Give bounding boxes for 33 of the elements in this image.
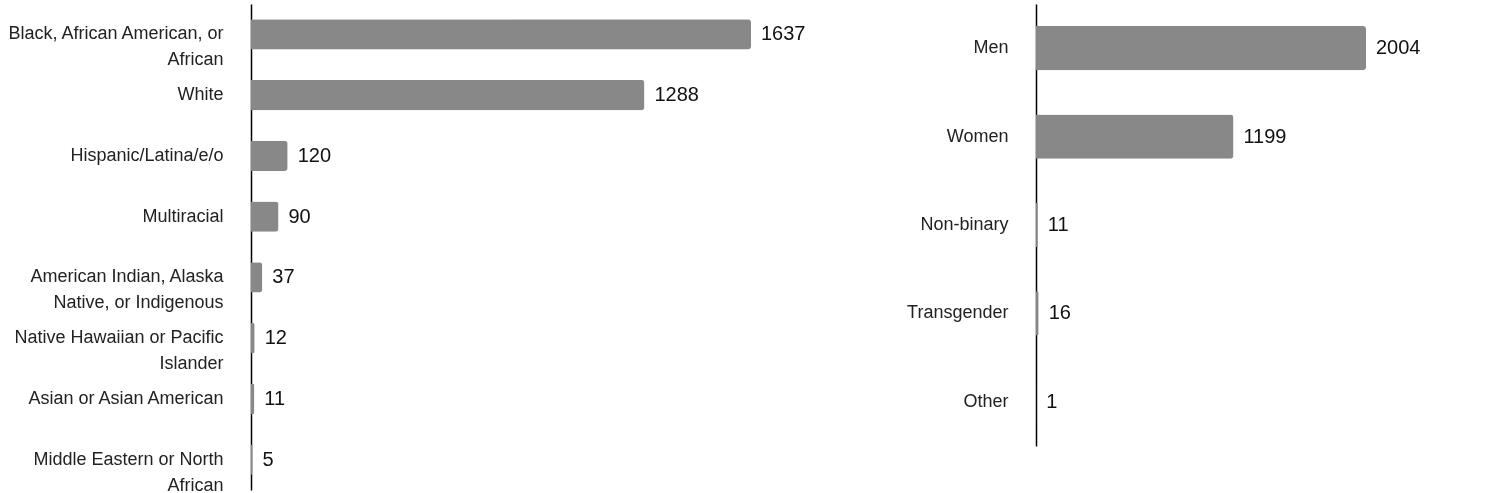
data-label: 37 [272, 265, 295, 288]
data-label: 1288 [654, 83, 699, 106]
data-label: 16 [1048, 301, 1071, 324]
y-tick-label: Transgender [907, 302, 1009, 323]
bar [251, 140, 288, 172]
data-label: 11 [1047, 213, 1069, 235]
bar [1036, 26, 1366, 71]
y-tick-label: Women [946, 125, 1009, 146]
data-label: 1199 [1243, 124, 1287, 147]
data-label: 1 [1046, 389, 1058, 412]
y-tick-label: Asian or Asian American [28, 387, 224, 408]
y-tick-label: Men [973, 37, 1009, 58]
data-label: 90 [288, 204, 311, 227]
y-tick-label: American Indian, Alaska Native, or Indigenous [30, 266, 225, 313]
bar [251, 79, 645, 111]
data-label: 12 [264, 326, 287, 349]
data-label: 120 [297, 143, 332, 166]
y-tick-label: Multiracial [142, 205, 224, 226]
y-tick-label: Black, African American, or African [8, 23, 224, 70]
y-tick-label: Non-binary [920, 214, 1009, 234]
data-label: 11 [264, 386, 286, 409]
bar [251, 262, 263, 293]
data-label: 2004 [1376, 36, 1421, 59]
bar [1036, 114, 1234, 159]
y-tick-label: Middle Eastern or North African [33, 448, 224, 493]
bar [251, 19, 751, 50]
y-tick-label: Hispanic/Latina/e/o [70, 144, 224, 165]
data-label: 5 [262, 447, 274, 470]
y-tick-label: Other [963, 390, 1009, 411]
data-label: 1637 [761, 22, 806, 45]
y-tick-label: Native Hawaiian or Pacific Islander [14, 327, 224, 374]
y-tick-label: White [177, 84, 224, 105]
bar [251, 201, 279, 232]
